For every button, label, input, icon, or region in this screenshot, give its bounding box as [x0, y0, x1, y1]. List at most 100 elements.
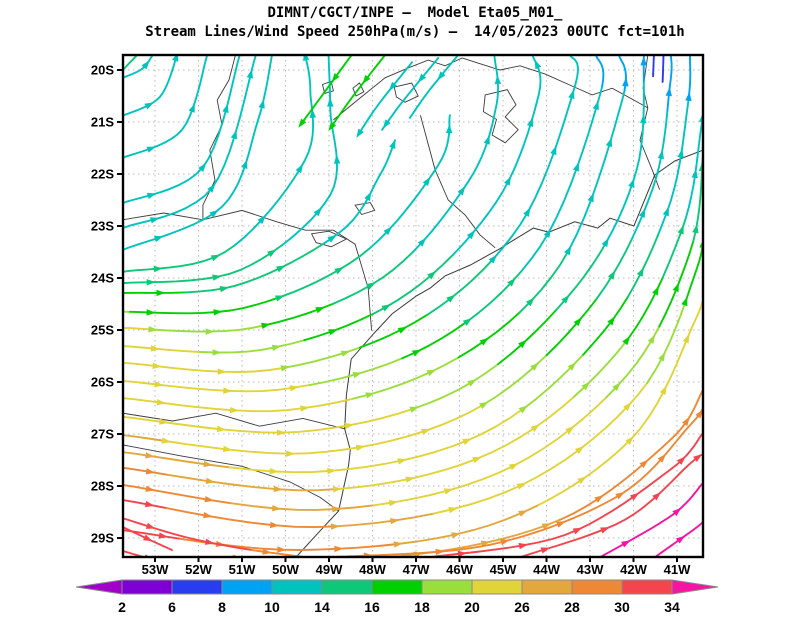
streamline [599, 481, 703, 557]
streamline-arrowhead [621, 540, 631, 548]
streamline-arrowhead [204, 496, 214, 503]
streamline [283, 346, 361, 369]
streamline [123, 466, 169, 476]
streamline-arrowhead [636, 267, 644, 277]
streamline-arrowhead [269, 521, 280, 529]
colorbar-level-label: 34 [664, 599, 680, 615]
streamline-arrowhead [550, 145, 557, 156]
streamline-arrowhead [148, 326, 158, 333]
streamline-arrowhead [229, 406, 240, 414]
streamline [123, 55, 139, 71]
streamline [497, 309, 558, 366]
state-border [123, 209, 373, 331]
streamline-arrowhead [313, 207, 322, 217]
y-axis-tick-label: 23S [91, 218, 114, 233]
streamline-arrowhead [543, 228, 551, 238]
y-axis-labels: 20S 21S 22S 23S 24S 25S 26S 27S 28S 29S [91, 62, 114, 545]
streamline-arrowhead [568, 89, 575, 100]
streamline [537, 289, 703, 507]
x-axis-tick-label: 43W [577, 562, 604, 577]
streamline-arrowhead [159, 418, 169, 425]
streamline [684, 97, 703, 220]
streamline-arrowhead [530, 424, 540, 432]
colorbar-segment [321, 579, 373, 595]
streamline-arrowhead [657, 453, 666, 463]
streamline-arrowhead [564, 245, 572, 256]
streamline-arrowhead [364, 191, 372, 202]
colorbar-level-label: 16 [364, 599, 380, 615]
streamline-arrowhead [277, 546, 287, 553]
y-axis-tick-label: 20S [91, 62, 114, 77]
streamline-arrowhead [309, 108, 317, 118]
streamline-arrowhead [405, 476, 415, 483]
streamline [372, 396, 608, 507]
colorbar-segment [271, 579, 323, 595]
y-axis-tick-label: 25S [91, 323, 114, 338]
streamline-arrowhead [146, 309, 156, 316]
y-axis-tick-label: 22S [91, 166, 114, 181]
streamline [595, 55, 605, 88]
streamline-arrowhead [672, 282, 679, 293]
streamline-arrowhead [388, 81, 398, 91]
streamline-arrowhead [675, 535, 686, 544]
streamline-arrowhead [356, 128, 364, 138]
streamline [573, 339, 628, 398]
streamline-arrowhead [672, 507, 682, 517]
streamline-arrowhead [289, 385, 300, 392]
streamline-arrowhead [530, 362, 540, 371]
colorbar-segment [121, 579, 173, 595]
streamline-arrowhead [145, 522, 156, 529]
streamline-arrowhead [280, 365, 291, 372]
streamline-arrowhead [479, 337, 489, 346]
streamline [381, 57, 440, 131]
streamline-arrowhead [567, 362, 577, 371]
streamline-arrowhead [472, 456, 482, 464]
state-border [419, 115, 496, 249]
streamline-arrowhead [483, 135, 490, 145]
streamline [687, 55, 692, 99]
colorbar-level-label: 8 [218, 599, 226, 615]
streamline-arrowhead [467, 379, 477, 387]
streamline [652, 55, 655, 78]
streamline-arrowhead [573, 317, 582, 327]
streamline-arrowhead [145, 485, 155, 492]
streamline-arrowhead [355, 444, 366, 451]
streamline [123, 517, 253, 551]
streamline-arrowhead [695, 409, 703, 419]
streamline-arrowhead [500, 539, 510, 546]
streamline [605, 80, 645, 244]
streamline-arrowhead [158, 532, 168, 539]
streamline-arrowhead [638, 208, 646, 218]
streamline-arrowhead [210, 254, 221, 262]
streamline-arrowhead [556, 521, 566, 528]
streamline-arrowhead [276, 429, 286, 436]
streamline [123, 434, 167, 442]
streamline [412, 55, 499, 253]
x-axis-tick-label: 41W [664, 562, 691, 577]
state-border [202, 55, 236, 220]
colorbar-labels: 2 6 8 10 14 16 18 20 26 28 30 34 [118, 599, 680, 615]
streamline-arrowhead [144, 500, 155, 508]
streamline-arrowhead [271, 344, 282, 351]
streamline [656, 96, 690, 237]
map-outline-layer [123, 55, 703, 557]
streamline-arrowhead [303, 55, 310, 61]
colorbar-segment [221, 579, 273, 595]
streamline-arrowhead [203, 460, 213, 468]
streamline [567, 89, 626, 252]
colorbar-level-label: 30 [614, 599, 630, 615]
streamline-arrowhead [328, 329, 338, 336]
streamline-arrowhead [146, 146, 156, 153]
colorbar-under-arrow [75, 579, 123, 595]
coastline [294, 149, 703, 557]
streamline-arrowhead [605, 137, 613, 148]
streamline [233, 55, 315, 247]
x-axis-tick-label: 42W [620, 562, 647, 577]
streamline-arrowhead [352, 372, 363, 379]
streamline-arrowhead [409, 406, 420, 413]
streamline-arrowhead [261, 322, 271, 330]
y-axis-tick-label: 27S [91, 427, 114, 442]
streamline [545, 297, 598, 357]
streamline [299, 55, 353, 127]
